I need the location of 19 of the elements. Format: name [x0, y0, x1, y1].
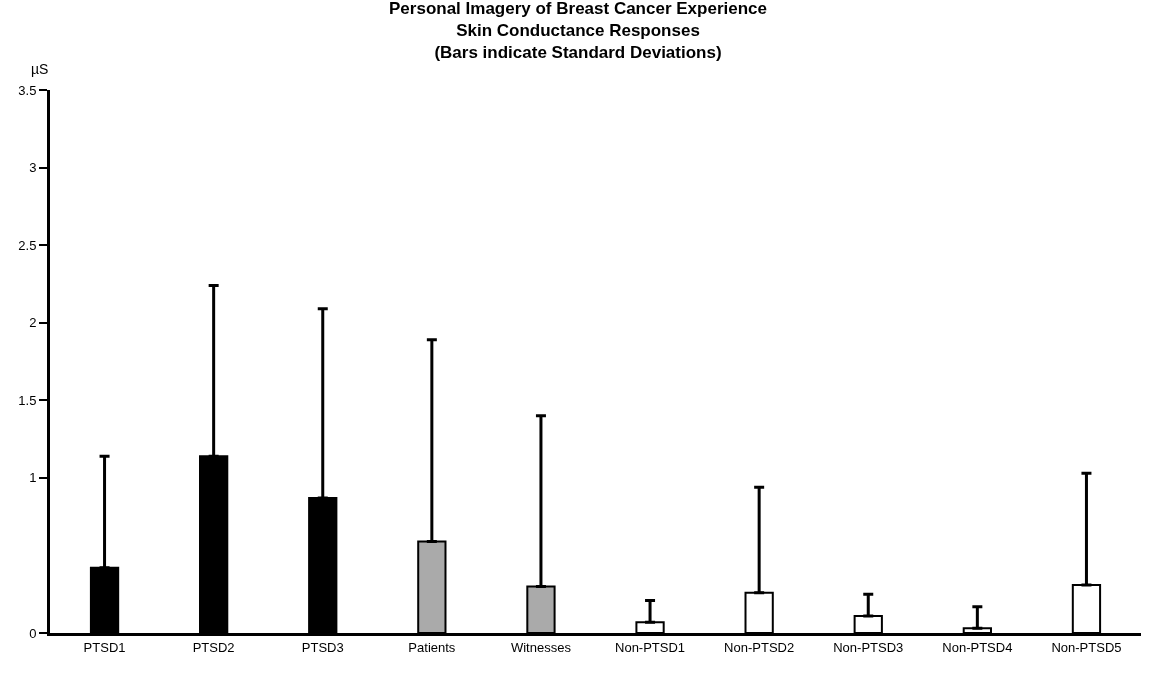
y-tick-label: 2.5: [18, 237, 37, 253]
x-tick-label: Non-PTSD3: [833, 639, 904, 655]
y-tick-label: 2: [29, 315, 37, 331]
x-tick-label: PTSD1: [83, 639, 126, 655]
y-tick-label: 1: [29, 470, 37, 486]
y-tick-label: 1.5: [18, 392, 37, 408]
x-tick-label: PTSD3: [301, 639, 344, 655]
y-tick-label: 0: [29, 625, 37, 641]
x-tick-label: Non-PTSD4: [942, 639, 1013, 655]
x-tick-label: Non-PTSD1: [615, 639, 686, 655]
y-tick-label: 3.5: [18, 82, 37, 98]
x-tick-label: Non-PTSD2: [724, 639, 795, 655]
x-tick-label: Non-PTSD5: [1051, 639, 1122, 655]
y-axis-title: µS: [31, 61, 49, 77]
chart-title: Personal Imagery of Breast Cancer Experience Skin Conductance Responses (Bars indicate Standard Deviations): [389, 0, 767, 62]
y-tick-label: 3: [29, 160, 37, 176]
x-tick-label: Witnesses: [510, 639, 572, 655]
x-tick-label: PTSD2: [192, 639, 235, 655]
x-tick-label: Patients: [408, 639, 456, 655]
